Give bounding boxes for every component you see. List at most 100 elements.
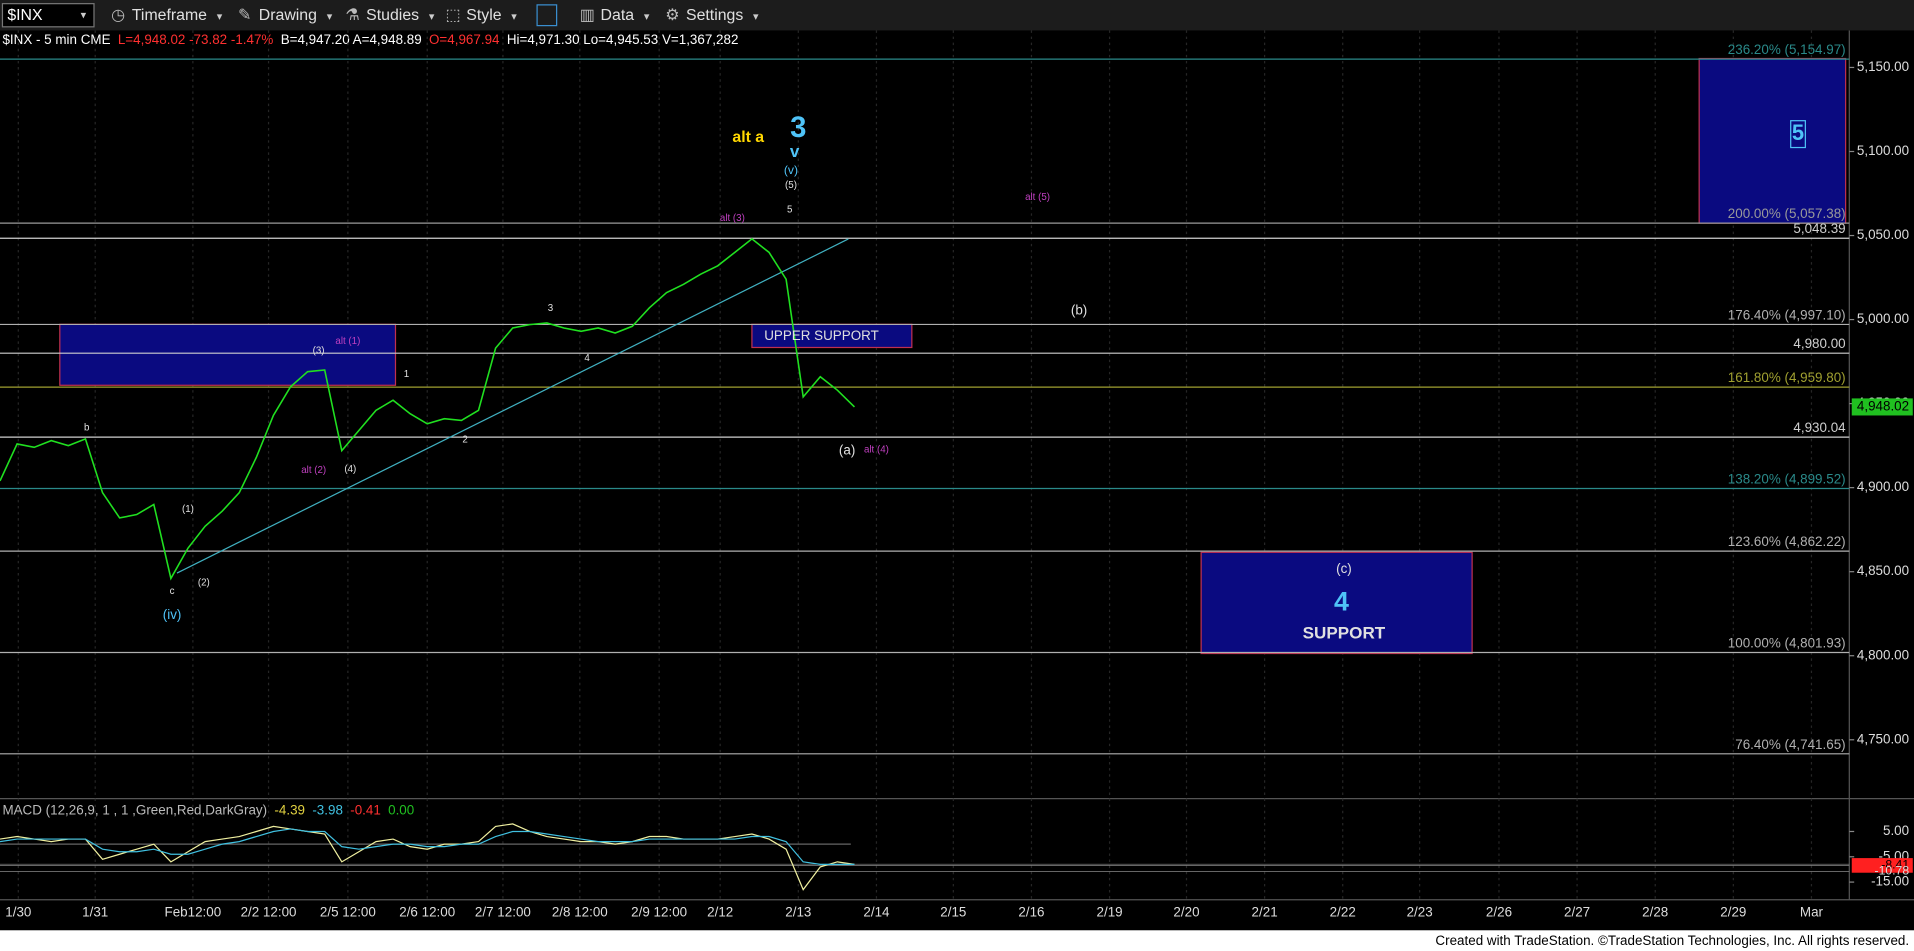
level-label: 4,930.04 [1793,420,1846,435]
wave-box [59,323,397,386]
x-tick-label: 2/23 [1407,905,1433,920]
x-tick-label: 1/31 [82,905,108,920]
level-label: 5,048.39 [1793,221,1845,236]
wave-annotation: 3 [790,112,806,144]
y-tick-label: 5,050.00 [1857,227,1909,242]
wave-5-label-box [1790,120,1806,149]
dropdown-arrow: ▾ [217,11,223,23]
level-label: 100.00% (4,801.93) [1728,636,1846,651]
last-value-tag [1851,398,1913,416]
level-label: 76.40% (4,741.65) [1735,737,1845,752]
wave-annotation: 1 [404,369,409,380]
x-tick-label: Feb12:00 [165,905,222,920]
level-label: 4,980.00 [1793,336,1845,351]
wave-annotation: UPPER SUPPORT [764,328,879,343]
trendline [176,238,849,574]
toolbar-item[interactable]: Style [466,7,501,24]
wave-annotation: alt (2) [301,465,326,476]
macd-y-tick-label: -15.00 [1871,874,1909,889]
wave-annotation: 2 [462,435,467,446]
toolbar-icon[interactable]: ⬚ [446,7,461,24]
footer-bar [0,930,1914,951]
toolbar-item[interactable]: Settings [686,7,743,24]
macd-readout: 0.00 [388,802,414,817]
wave-annotation: 4 [1334,587,1349,617]
layout-button[interactable] [536,4,558,27]
header-text: Hi=4,971.30 Lo=4,945.53 V=1,367,282 [507,32,739,47]
wave-annotation: alt (5) [1025,192,1050,203]
x-tick-label: 2/13 [785,905,811,920]
x-tick-label: 2/27 [1564,905,1590,920]
wave-annotation: b [84,423,90,434]
wave-annotation: (4) [344,464,356,475]
price-line [0,237,856,581]
dropdown-arrow: ▾ [81,10,87,22]
header-text: O=4,967.94 [429,32,500,47]
macd-tag-label: -10.78 [1875,864,1910,878]
macd-y-tick-label: 5.00 [1883,823,1909,838]
x-tick-label: 2/29 [1720,905,1746,920]
dropdown-arrow: ▾ [327,11,333,23]
wave-annotation: alt (4) [864,444,889,455]
y-tick-label: 4,850.00 [1857,563,1909,578]
y-tick-label: 5,150.00 [1857,59,1909,74]
macd-readout: -0.41 [350,802,381,817]
wave-annotation: (1) [182,504,194,515]
symbol: $INX [7,7,43,24]
wave-annotation: alt (3) [720,213,745,224]
support-box [1200,551,1473,655]
y-tick-label: 4,900.00 [1857,479,1909,494]
macd-signal [0,828,855,865]
wave-annotation: v [790,142,800,161]
toolbar-icon[interactable]: ⚗ [345,7,359,24]
macd-readout: -4.39 [274,802,305,817]
x-tick-label: 1/30 [5,905,31,920]
x-tick-label: 2/19 [1097,905,1123,920]
x-tick-label: 2/14 [863,905,890,920]
level-label: 236.20% (5,154.97) [1728,42,1846,57]
wave-annotation: (iv) [163,607,182,622]
x-tick-label: 2/16 [1018,905,1044,920]
toolbar-icon[interactable]: ✎ [238,7,251,24]
x-tick-label: 2/9 12:00 [631,905,687,920]
level-label: 161.80% (4,959.80) [1728,370,1846,385]
x-tick-label: 2/8 12:00 [552,905,608,920]
x-tick-label: 2/21 [1252,905,1278,920]
x-tick-label: 2/22 [1330,905,1356,920]
x-tick-label: 2/12 [707,905,733,920]
x-tick-label: 2/28 [1642,905,1668,920]
dropdown-arrow: ▾ [644,11,650,23]
plot-area [0,30,1914,931]
macd-title: MACD (12,26,9, 1 , 1 ,Green,Red,DarkGray… [2,802,267,817]
level-label: 138.20% (4,899.52) [1728,471,1846,486]
toolbar-item[interactable]: Drawing [259,7,317,24]
macd-tag-box [1851,858,1913,873]
x-tick-label: 2/26 [1486,905,1512,920]
header-text: L=4,948.02 -73.82 -1.47% [118,32,274,47]
toolbar-item[interactable]: Timeframe [132,7,207,24]
y-tick-label: 4,750.00 [1857,731,1909,746]
level-label: 200.00% (5,057.38) [1728,206,1846,221]
macd-readout: -3.98 [312,802,343,817]
dropdown-arrow: ▾ [511,11,517,23]
toolbar-icon[interactable]: ◷ [111,7,125,24]
toolbar-item[interactable]: Data [601,7,635,24]
toolbar-icon[interactable]: ⚙ [665,7,679,24]
x-tick-label: 2/7 12:00 [475,905,531,920]
last-value-label: 4,948.02 [1857,398,1909,413]
wave-annotation: (c) [1336,561,1352,576]
toolbar-item[interactable]: Studies [366,7,419,24]
level-label: 176.40% (4,997.10) [1728,307,1846,322]
wave-annotation: (v) [784,163,798,177]
dropdown-arrow: ▾ [753,11,759,23]
footer: Created with TradeStation. ©TradeStation… [1435,933,1909,948]
header-text: B=4,947.20 A=4,948.89 [281,32,422,47]
wave-annotation: alt (1) [335,336,360,347]
x-tick-label: 2/6 12:00 [399,905,455,920]
symbol-box[interactable] [1,3,95,28]
macd-tag-label: -8.41 [1881,858,1909,872]
toolbar-icon[interactable]: ▥ [580,7,595,24]
wave-annotation: c [170,586,175,597]
toolbar [0,0,1914,31]
